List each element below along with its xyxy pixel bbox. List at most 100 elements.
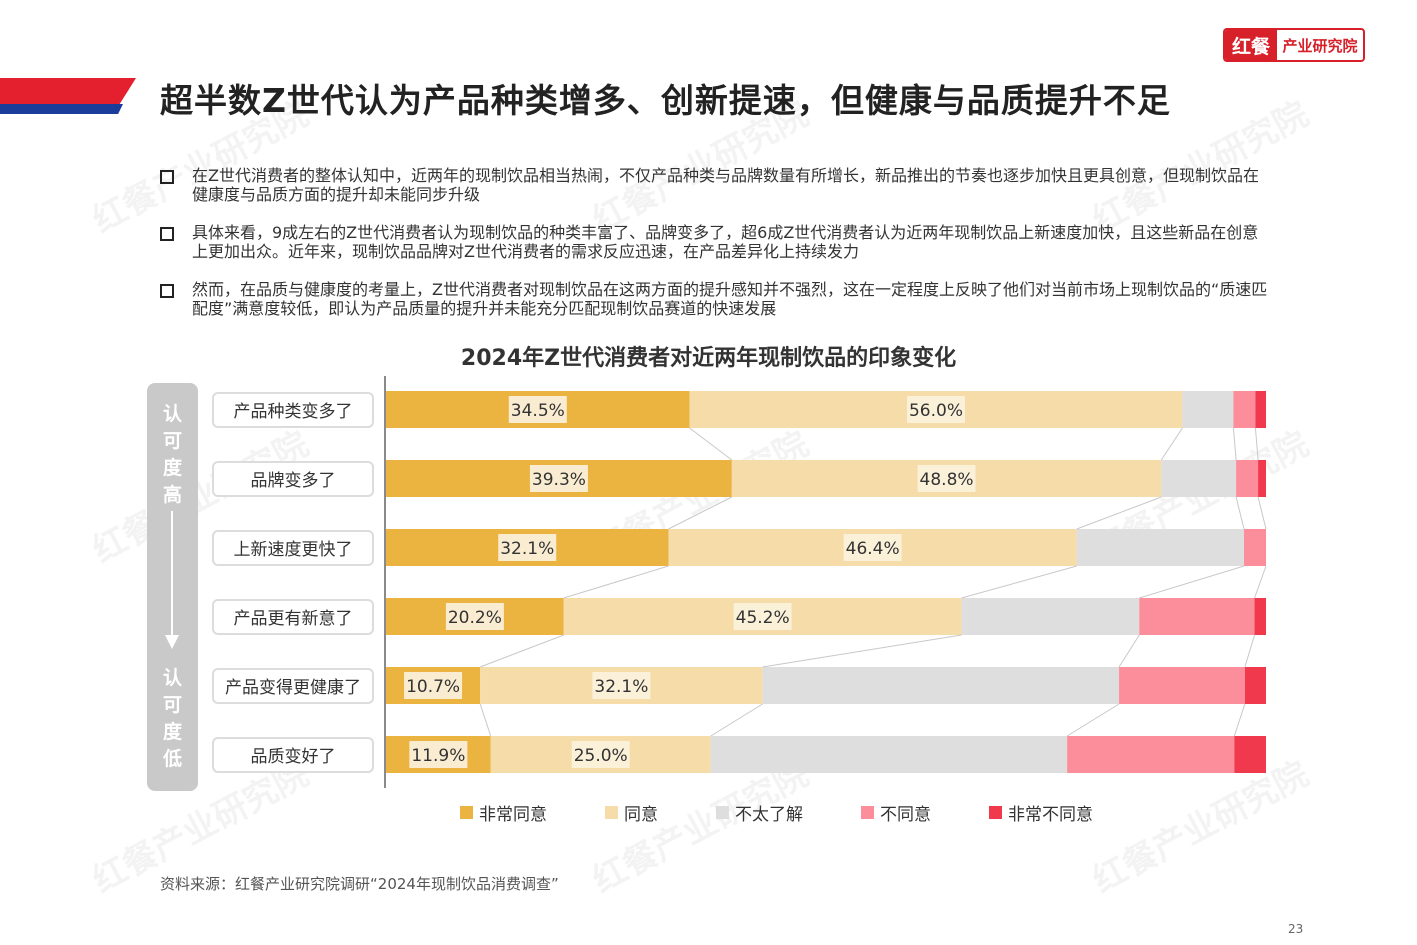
data-label-background: [529, 465, 588, 492]
bullet-text: 在Z世代消费者的整体认知中，近两年的现制饮品相当热闹，不仅产品种类与品牌数量有所…: [192, 166, 1259, 204]
y-axis-line: [384, 376, 386, 788]
high-approval-label: 认可度高: [162, 403, 182, 506]
legend-swatch: [989, 806, 1002, 819]
legend-swatch: [861, 806, 874, 819]
connector-line: [1254, 427, 1259, 461]
connector-line: [1066, 703, 1120, 737]
bullet-text: 具体来看，9成左右的Z世代消费者认为现制饮品的种类丰富了、品牌变多了，超6成Z世…: [192, 223, 1259, 261]
bullet-item: 然而，在品质与健康度的考量上，Z世代消费者对现制饮品在这两方面的提升感知并不强烈…: [160, 280, 1270, 318]
connector-line: [1139, 565, 1245, 599]
bar-segment: [1067, 736, 1235, 773]
approval-scale-band: 认可度高 认可度低: [147, 383, 198, 791]
bullet-square-icon: [160, 284, 174, 298]
bar-segment: [1234, 736, 1266, 773]
data-label-background: [571, 741, 630, 768]
bar-segment: [1119, 667, 1245, 704]
data-label-background: [409, 741, 468, 768]
data-label: 46.4%: [846, 539, 900, 559]
legend-swatch: [716, 806, 729, 819]
data-label: 34.5%: [511, 401, 565, 421]
bar-segment: [1244, 667, 1266, 704]
data-label: 39.3%: [532, 470, 586, 490]
bar-segment: [1254, 598, 1266, 635]
data-label-background: [733, 603, 792, 630]
bar-segment: [1139, 598, 1255, 635]
legend-item: 同意: [605, 800, 658, 825]
connector-line: [1076, 496, 1162, 530]
title-accent-red: [0, 78, 136, 104]
bar-segment: [961, 598, 1140, 635]
category-label: 上新速度更快了: [212, 529, 374, 566]
legend-label: 非常不同意: [1008, 805, 1093, 825]
legend-label: 非常同意: [479, 805, 547, 825]
connector-line: [1257, 496, 1267, 530]
bar-segment: [1255, 391, 1266, 428]
brand-logo: 红餐 产业研究院: [1223, 28, 1365, 62]
page-number: 23: [1288, 922, 1304, 936]
arrow-down-icon: [165, 635, 179, 649]
connector-line: [1235, 496, 1245, 530]
bullet-item: 具体来看，9成左右的Z世代消费者认为现制饮品的种类丰富了、品牌变多了，超6成Z世…: [160, 223, 1270, 261]
bar-segment: [1236, 460, 1259, 497]
data-label: 25.0%: [574, 746, 628, 766]
connector-line: [668, 496, 733, 530]
chart-legend: 非常同意 同意 不太了解 不同意 非常不同意: [460, 800, 1151, 825]
connector-line: [1254, 565, 1267, 599]
data-label-background: [843, 534, 902, 561]
legend-swatch: [460, 806, 473, 819]
legend-swatch: [605, 806, 618, 819]
data-label: 10.7%: [406, 677, 460, 697]
connector-line: [563, 565, 669, 599]
bar-segment: [1161, 460, 1237, 497]
data-label: 32.1%: [594, 677, 648, 697]
connector-line: [1233, 703, 1246, 737]
data-label: 45.2%: [736, 608, 790, 628]
connector-line: [479, 703, 492, 737]
data-label-background: [907, 396, 965, 423]
bullet-item: 在Z世代消费者的整体认知中，近两年的现制饮品相当热闹，不仅产品种类与品牌数量有所…: [160, 166, 1270, 204]
data-label: 32.1%: [500, 539, 554, 559]
bar-segment: [1182, 391, 1234, 428]
chart-title: 2024年Z世代消费者对近两年现制饮品的印象变化: [460, 346, 957, 371]
legend-item: 不太了解: [716, 800, 803, 825]
bar-segment: [1076, 529, 1244, 566]
connector-line: [1160, 427, 1183, 461]
category-label: 品质变好了: [212, 736, 374, 773]
bullet-square-icon: [160, 227, 174, 241]
legend-label: 不太了解: [735, 805, 803, 825]
connector-line: [479, 634, 564, 668]
legend-label: 不同意: [880, 805, 931, 825]
bullet-list: 在Z世代消费者的整体认知中，近两年的现制饮品相当热闹，不仅产品种类与品牌数量有所…: [160, 166, 1270, 337]
data-label-background: [508, 396, 567, 423]
bar-segment: [762, 667, 1120, 704]
connector-line: [710, 703, 763, 737]
bar-segment: [710, 736, 1068, 773]
bullet-text: 然而，在品质与健康度的考量上，Z世代消费者对现制饮品在这两方面的提升感知并不强烈…: [192, 280, 1268, 318]
scale-line: [171, 511, 173, 637]
page-title: 超半数Z世代认为产品种类增多、创新提速，但健康与品质提升不足: [160, 81, 1171, 120]
connector-line: [762, 634, 962, 668]
logo-mark: 红餐: [1225, 30, 1277, 60]
data-label-background: [404, 672, 463, 699]
data-label: 11.9%: [411, 746, 465, 766]
category-label: 产品变得更健康了: [212, 667, 374, 704]
title-accent-blue: [0, 104, 123, 114]
data-label-background: [445, 603, 504, 630]
connector-line: [1118, 634, 1140, 668]
category-label: 品牌变多了: [212, 460, 374, 497]
legend-label: 同意: [624, 805, 658, 825]
legend-item: 非常不同意: [989, 800, 1093, 825]
data-label: 20.2%: [448, 608, 502, 628]
legend-item: 不同意: [861, 800, 931, 825]
bullet-square-icon: [160, 170, 174, 184]
data-label-background: [498, 534, 557, 561]
connector-line: [1232, 427, 1237, 461]
data-label: 56.0%: [909, 401, 963, 421]
bar-segment: [1233, 391, 1256, 428]
data-label: 48.8%: [920, 470, 974, 490]
data-label-background: [592, 672, 651, 699]
category-label: 产品更有新意了: [212, 598, 374, 635]
logo-name: 产业研究院: [1282, 36, 1358, 55]
source-note: 资料来源：红餐产业研究院调研“2024年现制饮品消费调查”: [160, 875, 559, 893]
